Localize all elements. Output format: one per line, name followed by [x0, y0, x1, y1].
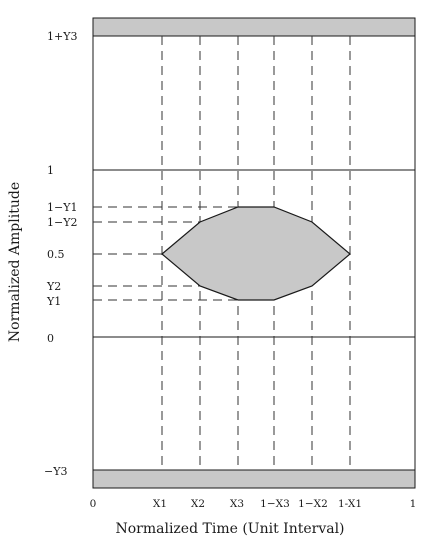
- x-label-x2: X2: [191, 498, 205, 510]
- x-label-one-minus-x2: 1−X2: [298, 498, 328, 510]
- plot-frame: [92, 17, 416, 489]
- y-label-y1: Y1: [46, 295, 61, 308]
- y-label-one: 1: [47, 164, 54, 177]
- upper-mask-band: [92, 17, 416, 37]
- x-label-zero: 0: [90, 498, 97, 510]
- y-label-one-minus-y1: 1−Y1: [47, 201, 77, 214]
- y-label-minus-y3: −Y3: [44, 465, 67, 478]
- x-label-one-minus-x1: 1-X1: [338, 498, 362, 510]
- x-label-x1: X1: [153, 498, 167, 510]
- x-label-one-minus-x3: 1−X3: [260, 498, 290, 510]
- lower-mask-band: [92, 469, 416, 489]
- y-label-y2: Y2: [46, 280, 61, 293]
- y-label-zero: 0: [47, 332, 54, 345]
- x-label-x3: X3: [230, 498, 244, 510]
- y-label-one-plus-y3: 1+Y3: [47, 30, 77, 43]
- eye-mask-polygon: [161, 206, 351, 301]
- y-axis-title: Normalized Amplitude: [7, 182, 23, 342]
- x-axis-title: Normalized Time (Unit Interval): [115, 521, 344, 537]
- x-label-one: 1: [410, 498, 417, 510]
- y-label-one-minus-y2: 1−Y2: [47, 216, 77, 229]
- y-label-half: 0.5: [47, 248, 65, 261]
